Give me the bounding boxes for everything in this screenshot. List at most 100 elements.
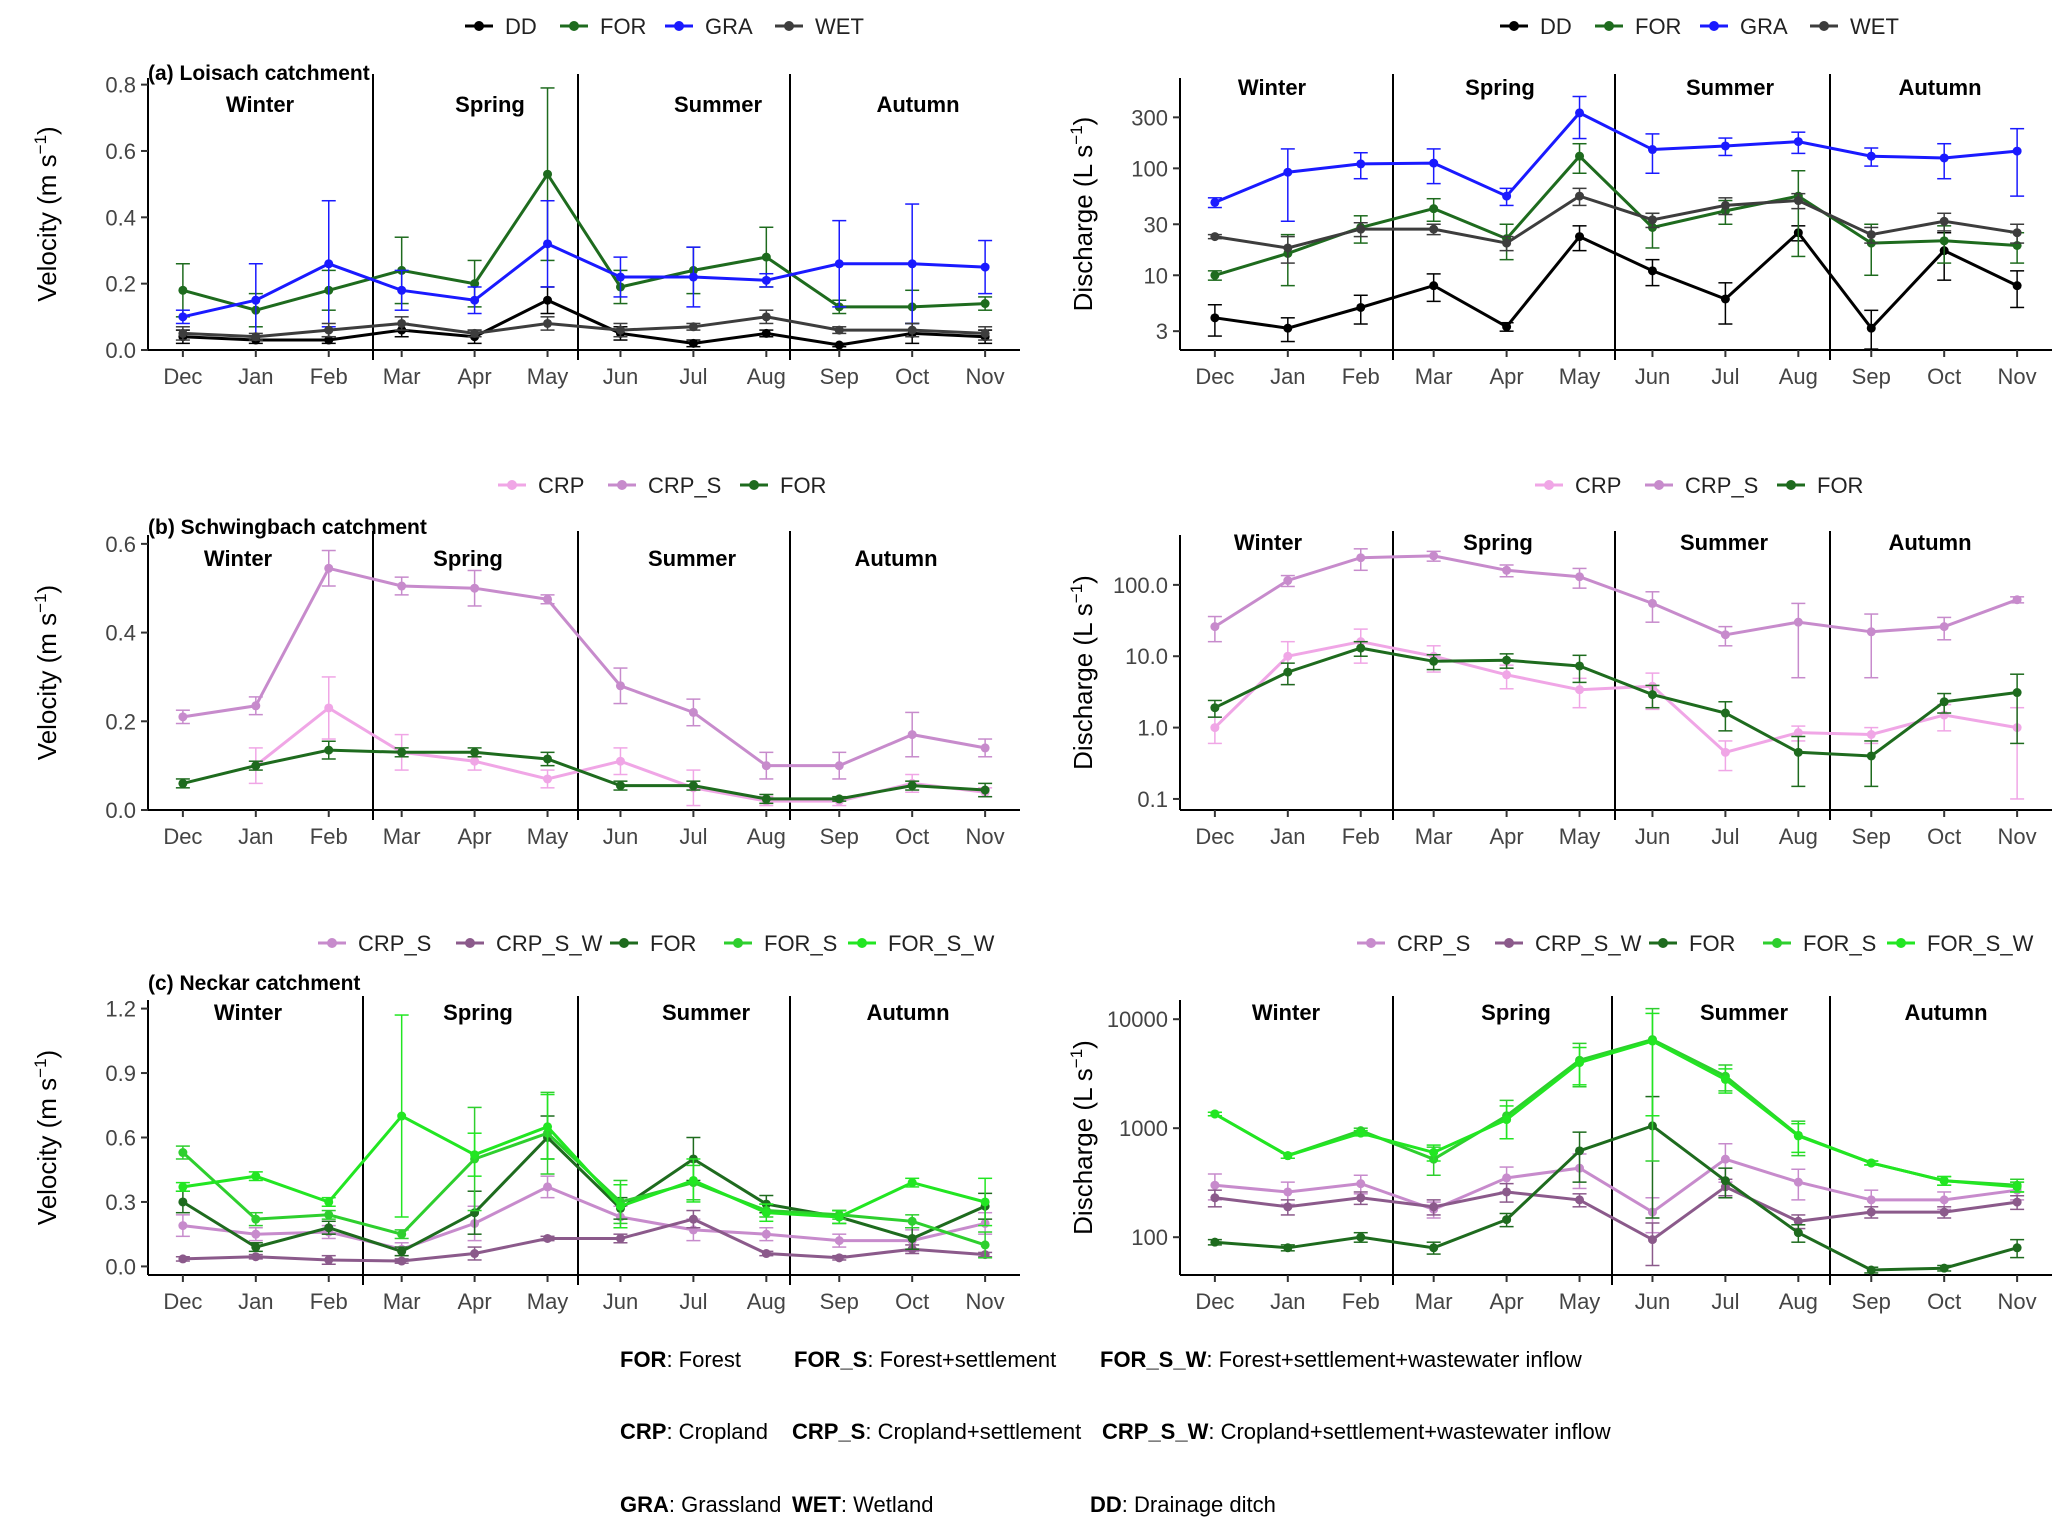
chart-schwingbach-velocity: 0.0 0.2 0.4 0.6 Dec Jan Feb Mar Apr May Jun Jul Aug S…: [31, 473, 1020, 849]
series-crp-s-w: [1207, 1178, 2025, 1267]
legend-entry: FOR: [1635, 14, 1681, 39]
data-point: [251, 701, 261, 711]
data-point: [1210, 1180, 1220, 1190]
data-point: [470, 747, 480, 757]
y-axis-title-superscript: −1: [1067, 1049, 1086, 1068]
data-point: [324, 703, 334, 713]
data-point: [1575, 572, 1585, 582]
data-point: [1210, 1109, 1220, 1119]
data-point: [178, 1197, 188, 1207]
series-line: [182, 1114, 986, 1219]
data-point: [980, 743, 990, 753]
footer-item-for-s-w: FOR_S_W: Forest+settlement+wastewater in…: [1100, 1347, 1582, 1372]
series-line: [182, 171, 986, 312]
data-point: [1793, 196, 1803, 206]
season-label: Autumn: [854, 546, 937, 571]
data-point: [834, 1236, 844, 1246]
data-point: [980, 785, 990, 795]
legend-swatch-point: [733, 938, 743, 948]
data-point: [1502, 565, 1512, 575]
legend-swatch-point: [474, 21, 484, 31]
data-point: [1575, 232, 1585, 242]
series-for: [175, 87, 993, 328]
y-tick-label: 0.6: [105, 139, 136, 164]
season-label: Spring: [443, 1000, 513, 1025]
data-point: [1356, 553, 1366, 563]
y-axis-title-paren: ): [1068, 1040, 1098, 1049]
data-point: [1283, 167, 1293, 177]
season-label: Autumn: [1898, 75, 1981, 100]
data-point: [178, 1221, 188, 1231]
legend-entry: DD: [1540, 14, 1572, 39]
season-label: Spring: [455, 92, 525, 117]
legend-swatch-point: [1658, 938, 1668, 948]
series-for-s-w: [1207, 1012, 2025, 1193]
legend-swatch-point: [1786, 480, 1796, 490]
series-line: [182, 315, 986, 339]
data-point: [2012, 1182, 2022, 1192]
data-point: [1356, 224, 1366, 234]
x-tick-label: Feb: [310, 364, 348, 389]
data-point: [615, 781, 625, 791]
data-point: [324, 563, 334, 573]
data-point: [470, 328, 480, 338]
x-tick-label: Apr: [457, 364, 491, 389]
data-point: [1575, 1195, 1585, 1205]
x-tick-label: May: [527, 824, 569, 849]
data-point: [324, 745, 334, 755]
x-tick-label: Mar: [383, 1289, 421, 1314]
legend-swatch-point: [1544, 480, 1554, 490]
legend-swatch-point: [1896, 938, 1906, 948]
season-label: Winter: [1234, 530, 1303, 555]
data-point: [834, 325, 844, 335]
series-gra: [1207, 95, 2025, 223]
footer-item-dd: DD: Drainage ditch: [1090, 1492, 1276, 1517]
data-point: [1720, 200, 1730, 210]
abbreviation-footer: FOR: Forest FOR_S: Forest+settlement FOR…: [0, 1330, 2067, 1530]
data-point: [834, 340, 844, 350]
x-tick-label: Oct: [895, 364, 929, 389]
data-point: [834, 1212, 844, 1222]
x-tick-label: May: [1559, 364, 1601, 389]
data-point: [251, 1252, 261, 1262]
x-tick-label: May: [1559, 824, 1601, 849]
data-point: [980, 299, 990, 309]
data-point: [1502, 191, 1512, 201]
data-point: [1575, 1058, 1585, 1068]
data-point: [1939, 216, 1949, 226]
data-point: [397, 285, 407, 295]
series-line: [1214, 1124, 2018, 1272]
season-label: Summer: [1700, 1000, 1788, 1025]
data-point: [1575, 661, 1585, 671]
data-point: [1575, 685, 1585, 695]
chart-neckar-velocity: 0.0 0.3 0.6 0.9 1.2 Dec Jan Feb Mar Apr May Jun Jul A…: [31, 931, 1020, 1314]
legend-entry: CRP_S_W: [1535, 931, 1642, 956]
data-point: [980, 328, 990, 338]
data-point: [615, 681, 625, 691]
y-axis-title-paren: ): [32, 126, 62, 135]
series-for: [175, 1115, 993, 1257]
data-point: [1720, 708, 1730, 718]
data-point: [1939, 1176, 1949, 1186]
legend-entry: WET: [815, 14, 864, 39]
y-tick-label: 0.1: [1137, 787, 1168, 812]
data-point: [907, 781, 917, 791]
x-tick-label: Sep: [1852, 1289, 1891, 1314]
season-label: Winter: [214, 1000, 283, 1025]
y-tick-label: 0.2: [105, 709, 136, 734]
x-tick-label: Mar: [383, 824, 421, 849]
y-tick-label: 1.2: [105, 997, 136, 1022]
series-line: [181, 1131, 986, 1247]
y-tick-label: 0.4: [105, 621, 136, 646]
data-point: [1356, 1232, 1366, 1242]
y-tick-label: 0.4: [105, 205, 136, 230]
footer-item-crp: CRP: Cropland: [620, 1419, 768, 1444]
chart-loisach-velocity: 0.0 0.2 0.4 0.6 0.8 Dec Jan Feb Mar Apr May Jun Jul A…: [31, 14, 1020, 389]
data-point: [1283, 667, 1293, 677]
x-tick-label: Nov: [966, 1289, 1005, 1314]
x-tick-label: Feb: [1342, 824, 1380, 849]
data-point: [1575, 191, 1585, 201]
data-point: [1793, 1228, 1803, 1238]
season-label: Winter: [204, 546, 273, 571]
series-line: [1214, 1185, 2018, 1242]
